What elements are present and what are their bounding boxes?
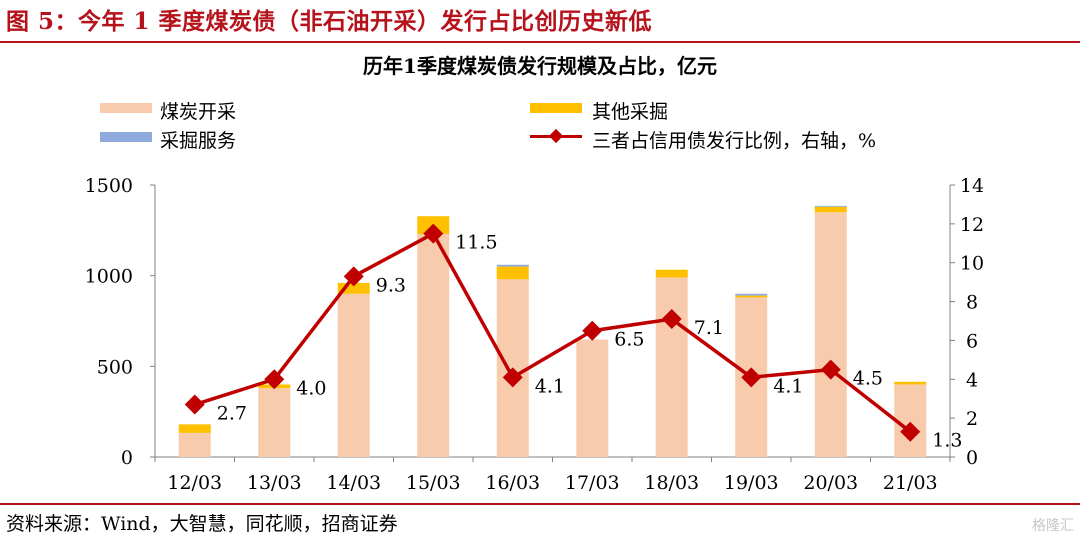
- ratio-data-label: 2.7: [217, 403, 247, 425]
- bar-other: [496, 266, 529, 280]
- legend-swatch-service: [100, 132, 152, 142]
- left-tick-label: 1500: [85, 175, 133, 197]
- ratio-data-label: 1.3: [932, 430, 962, 452]
- ratio-marker: [900, 421, 921, 442]
- ratio-marker: [741, 367, 762, 388]
- figure-title: 图 5：今年 1 季度煤炭债（非石油开采）发行占比创历史新低: [6, 8, 653, 35]
- right-tick-label: 2: [966, 408, 978, 430]
- bar-mining: [894, 384, 927, 457]
- ratio-marker: [661, 309, 682, 330]
- bar-service: [496, 264, 529, 267]
- right-tick-label: 14: [960, 175, 984, 197]
- ratio-data-label: 9.3: [376, 274, 406, 296]
- x-tick-label: 12/03: [167, 472, 222, 494]
- x-tick-label: 15/03: [406, 472, 461, 494]
- ratio-data-label: 11.5: [455, 232, 497, 254]
- chart-title: 历年1季度煤炭债发行规模及占比，亿元: [363, 54, 717, 78]
- ratio-data-label: 6.5: [614, 329, 644, 351]
- right-tick-label: 4: [966, 369, 978, 391]
- footer-rule: [0, 503, 1080, 505]
- legend-label-service: 采掘服务: [160, 130, 237, 152]
- x-tick-label: 16/03: [485, 472, 540, 494]
- watermark-logo: 格隆汇: [1032, 518, 1074, 534]
- bar-service: [814, 205, 847, 207]
- ratio-marker: [582, 320, 603, 341]
- legend-swatch-other: [530, 103, 582, 113]
- x-tick-label: 14/03: [326, 472, 381, 494]
- ratio-data-label: 4.5: [853, 368, 883, 390]
- ratio-data-label: 4.0: [296, 377, 326, 399]
- ratio-data-label: 4.1: [535, 375, 565, 397]
- right-tick-label: 12: [960, 214, 984, 236]
- bar-mining: [814, 212, 847, 457]
- ratio-marker: [820, 359, 841, 380]
- x-tick-label: 19/03: [724, 472, 779, 494]
- left-tick-label: 500: [97, 356, 133, 378]
- bar-service: [735, 293, 768, 296]
- bar-other: [735, 295, 768, 298]
- bar-mining: [258, 388, 291, 457]
- bar-mining: [337, 293, 370, 457]
- source-note: 资料来源：Wind，大智慧，同花顺，招商证券: [6, 513, 398, 535]
- right-tick-label: 10: [960, 253, 984, 275]
- bar-mining: [178, 432, 211, 457]
- ratio-marker: [502, 367, 523, 388]
- right-tick-label: 6: [966, 330, 978, 352]
- bar-other: [178, 424, 211, 433]
- left-tick-label: 0: [121, 447, 133, 469]
- bar-mining: [576, 339, 609, 457]
- bar-other: [814, 206, 847, 213]
- legend-label-ratio: 三者占信用债发行比例，右轴，%: [592, 130, 877, 152]
- x-tick-label: 21/03: [883, 472, 938, 494]
- right-tick-label: 0: [966, 447, 978, 469]
- legend-label-mining: 煤炭开采: [160, 101, 237, 123]
- title-rule: [0, 41, 1080, 43]
- right-tick-label: 8: [966, 292, 978, 314]
- legend-label-other: 其他采掘: [592, 101, 669, 123]
- ratio-line: [194, 231, 912, 434]
- x-tick-label: 20/03: [803, 472, 858, 494]
- ratio-data-label: 4.1: [773, 375, 803, 397]
- ratio-marker: [264, 369, 285, 390]
- bar-mining: [655, 277, 688, 457]
- bar-other: [894, 381, 927, 385]
- bar-other: [655, 269, 688, 278]
- x-tick-label: 17/03: [565, 472, 620, 494]
- bar-other: [337, 282, 370, 294]
- ratio-data-label: 7.1: [694, 317, 724, 339]
- x-tick-label: 18/03: [644, 472, 699, 494]
- ratio-marker: [343, 266, 364, 287]
- bar-mining: [417, 233, 450, 457]
- ratio-marker: [184, 394, 205, 415]
- x-tick-label: 13/03: [247, 472, 302, 494]
- ratio-marker: [423, 223, 444, 244]
- left-tick-label: 1000: [85, 266, 133, 288]
- legend-swatch-mining: [100, 103, 152, 113]
